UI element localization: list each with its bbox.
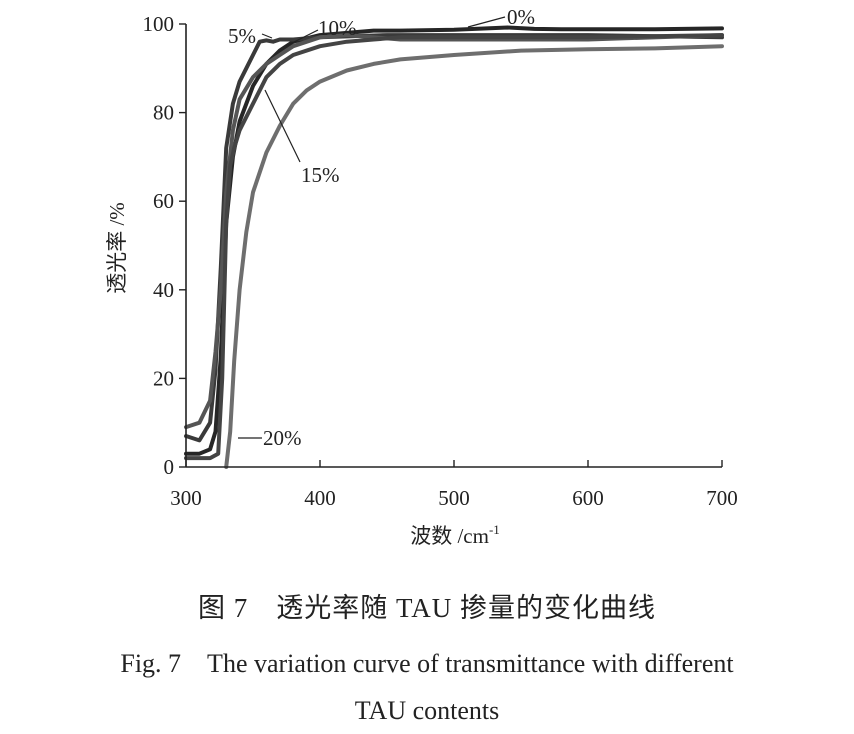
y-axis-label: 透光率 /%: [105, 202, 129, 294]
series-line-20pct: [224, 44, 724, 469]
leader-line-5pct: [261, 33, 273, 39]
annotations: 0% 5% 10% 15% 20%: [228, 5, 535, 450]
leader-line-10pct: [285, 29, 319, 47]
axes-layer: [185, 24, 722, 468]
leader-line-0pct: [467, 16, 506, 28]
annotation-20pct: 20%: [263, 426, 302, 450]
figure-caption-english-line1: Fig. 7 The variation curve of transmitta…: [120, 649, 734, 678]
figure-caption-english-line2: TAU contents: [354, 696, 500, 725]
y-tick-label: 100: [143, 12, 175, 36]
y-tick-label: 60: [153, 189, 174, 213]
x-tick-label: 300: [170, 486, 202, 510]
y-tick-label: 40: [153, 278, 174, 302]
annotation-15pct: 15%: [301, 163, 340, 187]
x-axis-label: 波数 /cm-1: [410, 522, 500, 548]
annotation-10pct: 10%: [318, 16, 357, 40]
x-tick-label: 400: [304, 486, 336, 510]
y-tick-label: 20: [153, 366, 174, 390]
ticks-layer: 300 400 500 600 700 0 20 40 60 80 100: [143, 12, 738, 510]
figure-caption-chinese: 图 7 透光率随 TAU 掺量的变化曲线: [197, 593, 657, 623]
leader-line-15pct: [264, 89, 301, 163]
series-line-10pct: [184, 33, 724, 430]
x-axis-label-sup: -1: [489, 522, 500, 537]
annotation-5pct: 5%: [228, 24, 256, 48]
series-layer: [184, 25, 724, 469]
y-tick-label: 80: [153, 101, 174, 125]
figure-caption-english: Fig. 7 The variation curve of transmitta…: [0, 640, 854, 734]
series-line-0pct: [184, 25, 724, 456]
y-tick-label: 0: [164, 455, 175, 479]
series-line-5pct: [184, 33, 724, 443]
x-tick-label: 500: [438, 486, 470, 510]
annotation-0pct: 0%: [507, 5, 535, 29]
series-line-15pct: [184, 33, 724, 461]
transmittance-chart: 300 400 500 600 700 0 20 40 60 80 100 0% 5% 10% 15…: [105, 5, 738, 548]
x-tick-label: 700: [706, 486, 738, 510]
x-tick-label: 600: [572, 486, 604, 510]
